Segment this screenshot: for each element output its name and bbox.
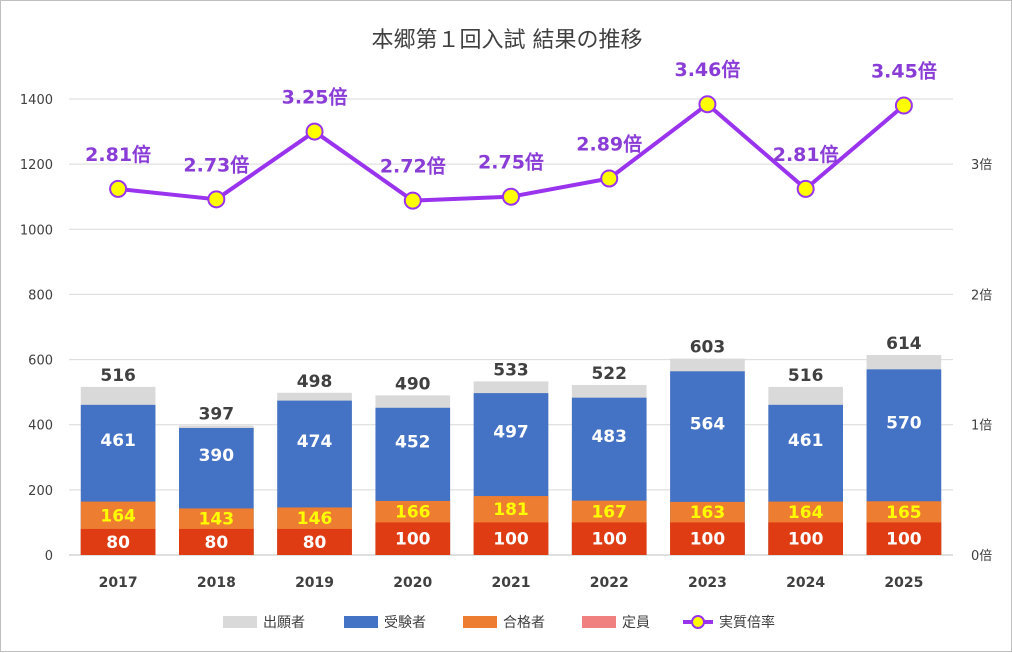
bar [375, 522, 451, 555]
bar-data-label: 165 [886, 503, 922, 523]
ratio-point [600, 169, 619, 188]
y-tick-label: 0 [45, 549, 53, 564]
bar-data-label: 397 [199, 405, 235, 425]
bar-data-label: 164 [100, 506, 136, 526]
x-tick-label: 2018 [197, 575, 236, 591]
bar-data-label: 146 [297, 509, 333, 529]
ratio-data-label: 2.73倍 [183, 153, 249, 176]
y2-tick-label: 1倍 [971, 419, 992, 434]
legend-label: 合格者 [503, 615, 545, 631]
x-tick-label: 2024 [786, 575, 825, 591]
bar-data-label: 497 [493, 423, 529, 443]
y-tick-label: 600 [28, 354, 53, 369]
bar-data-label: 452 [395, 432, 431, 452]
bar-data-label: 533 [493, 360, 529, 380]
bar [866, 522, 942, 555]
y-tick-label: 200 [28, 484, 53, 499]
legend-label: 出願者 [263, 615, 305, 631]
y-tick-label: 1200 [20, 158, 53, 173]
bar-data-label: 614 [886, 334, 922, 354]
ratio-data-label: 3.25倍 [282, 86, 348, 109]
bar-data-label: 80 [204, 533, 228, 553]
y-tick-label: 1400 [20, 93, 53, 108]
bar [571, 522, 647, 555]
ratio-data-label: 3.45倍 [871, 60, 937, 83]
y-tick-label: 400 [28, 419, 53, 434]
legend-swatch [582, 616, 616, 628]
bar [179, 528, 254, 555]
bar-data-label: 490 [395, 374, 431, 394]
bar-data-label: 100 [690, 530, 726, 550]
ratio-point [502, 187, 520, 206]
y-tick-label: 800 [28, 288, 53, 303]
bar-data-label: 100 [591, 530, 627, 550]
bar-data-label: 516 [788, 366, 824, 386]
y2-tick-label: 0倍 [971, 549, 992, 564]
bar-data-label: 143 [199, 510, 235, 530]
bar-data-label: 100 [395, 530, 431, 550]
legend-label: 定員 [622, 615, 650, 631]
bar-data-label: 390 [199, 446, 235, 466]
bar-data-label: 100 [886, 530, 922, 550]
x-tick-label: 2021 [492, 575, 531, 591]
bar-data-label: 603 [690, 338, 726, 358]
bar-data-label: 164 [788, 503, 824, 523]
bar-data-label: 474 [297, 432, 333, 452]
bar [473, 522, 549, 555]
bar [277, 528, 352, 555]
legend-swatch [344, 616, 378, 628]
ratio-point [698, 95, 717, 114]
y-tick-label: 1000 [20, 223, 53, 238]
bar-data-label: 570 [886, 413, 922, 433]
bar-data-label: 100 [493, 530, 529, 550]
bar-data-label: 483 [591, 427, 627, 447]
legend-swatch [463, 616, 497, 628]
bar-data-label: 80 [303, 533, 327, 553]
bar [768, 522, 843, 555]
ratio-data-label: 2.81倍 [773, 143, 839, 166]
x-tick-label: 2017 [99, 575, 138, 591]
ratio-point [207, 190, 226, 209]
bar [80, 528, 156, 555]
x-tick-label: 2019 [295, 575, 334, 591]
bar-data-label: 163 [690, 503, 726, 523]
legend-marker-swatch [691, 615, 705, 629]
bar-data-label: 461 [788, 431, 824, 451]
x-tick-label: 2022 [590, 575, 629, 591]
bar-data-label: 516 [100, 366, 136, 386]
ratio-point [796, 179, 815, 198]
ratio-data-label: 2.75倍 [478, 151, 544, 174]
legend-swatch [223, 616, 257, 628]
y2-tick-label: 2倍 [971, 288, 992, 303]
x-tick-label: 2020 [393, 575, 432, 591]
bar-data-label: 80 [106, 533, 130, 553]
ratio-data-label: 2.81倍 [85, 143, 151, 166]
bar [670, 522, 745, 555]
y2-tick-label: 3倍 [971, 158, 992, 173]
bar-data-label: 522 [591, 364, 627, 384]
chart-title: 本郷第１回入試 結果の推移 [372, 28, 643, 53]
ratio-data-label: 2.72倍 [380, 155, 446, 178]
bar-data-label: 166 [395, 503, 431, 523]
bar-data-label: 564 [690, 415, 726, 435]
ratio-point [403, 191, 422, 210]
bar-data-label: 461 [100, 431, 136, 451]
legend-label: 受験者 [384, 615, 426, 631]
x-tick-label: 2025 [884, 575, 923, 591]
ratio-point [109, 179, 128, 198]
ratio-point [894, 96, 913, 115]
legend-label: 実質倍率 [719, 614, 775, 631]
ratio-data-label: 2.89倍 [576, 132, 642, 155]
ratio-data-label: 3.46倍 [674, 58, 740, 81]
bar-data-label: 167 [591, 503, 627, 523]
bar-data-label: 181 [493, 500, 529, 520]
bar-data-label: 100 [788, 530, 824, 550]
x-tick-label: 2023 [688, 575, 727, 591]
ratio-point [305, 122, 324, 141]
bar-data-label: 498 [297, 372, 333, 392]
